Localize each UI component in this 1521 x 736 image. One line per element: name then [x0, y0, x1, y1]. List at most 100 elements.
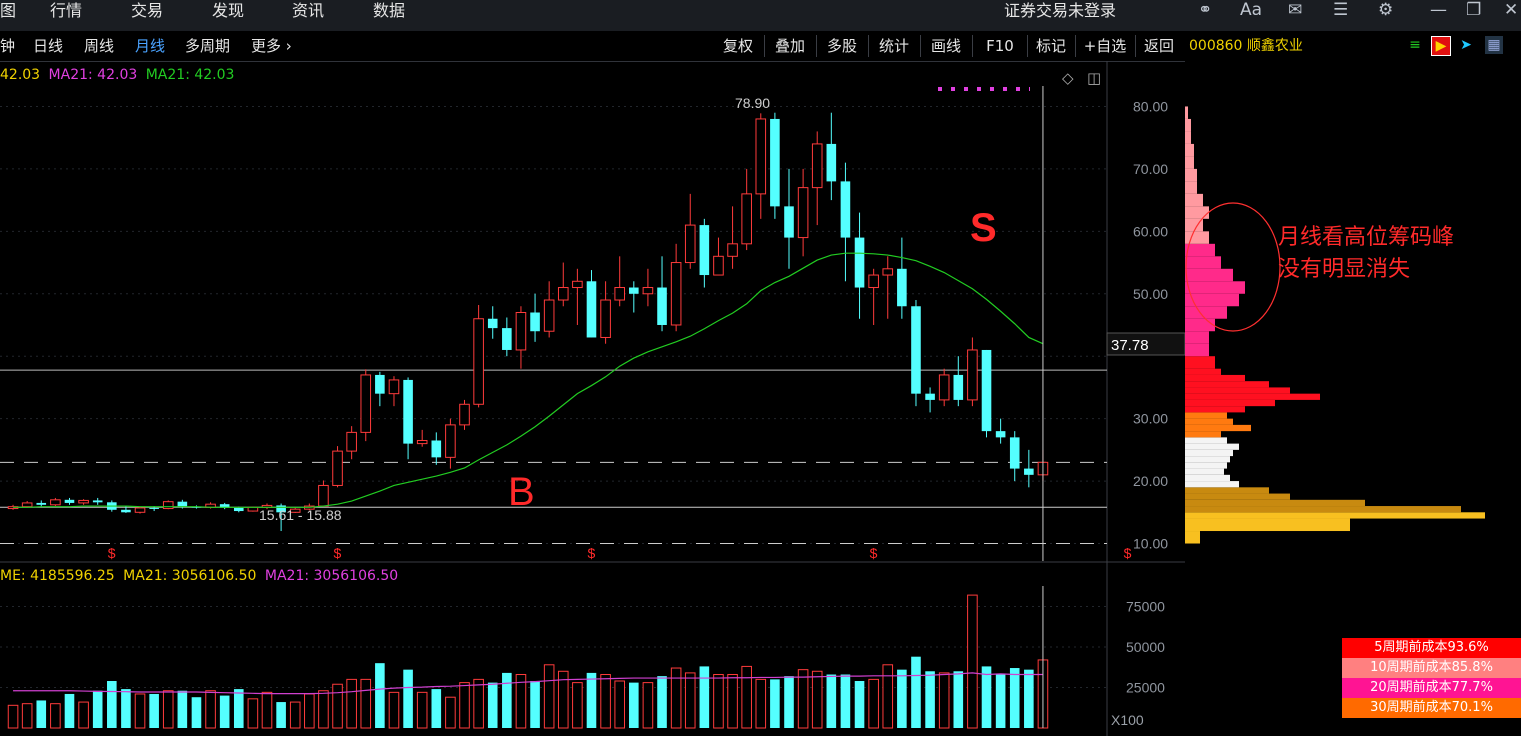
chip-band: [1185, 462, 1227, 469]
candle-down: [840, 181, 851, 238]
stock-name: 顺鑫农业: [1246, 38, 1303, 54]
grid-icon[interactable]: ▦: [1485, 36, 1503, 54]
restore-icon[interactable]: ❐: [1466, 0, 1482, 20]
volume-bar-down: [375, 663, 385, 728]
tab-multi-period[interactable]: 多周期: [185, 37, 231, 55]
candle-down: [431, 440, 442, 458]
volume-bar-up: [445, 696, 456, 729]
price-tick-label: 20.00: [1133, 473, 1168, 489]
arrow-icon[interactable]: ➤: [1460, 37, 1472, 53]
nav-item-data[interactable]: 数据: [373, 1, 406, 20]
chip-band: [1185, 231, 1209, 244]
headset-icon[interactable]: ⚭: [1198, 0, 1213, 20]
volume-tick-label: 50000: [1126, 639, 1165, 655]
play-icon[interactable]: ▶: [1431, 36, 1451, 56]
volume-bar-up: [811, 670, 823, 729]
nav-item-trade[interactable]: 交易: [131, 1, 164, 20]
chip-distribution: [1185, 106, 1485, 544]
signal-marker: $: [1124, 545, 1132, 561]
candle-down: [403, 379, 413, 444]
login-status[interactable]: 证券交易未登录: [1004, 1, 1117, 20]
tab-daily[interactable]: 日线: [33, 37, 64, 55]
menu-icon[interactable]: ☰: [1333, 0, 1349, 20]
candle-down: [92, 500, 103, 503]
candle-up: [938, 374, 950, 401]
tool-draw-line[interactable]: 画线: [930, 37, 961, 55]
volume-tick-label: 75000: [1126, 598, 1165, 614]
nav-item-news[interactable]: 资讯: [292, 1, 325, 20]
candle-up: [811, 143, 823, 189]
divider: [920, 35, 921, 57]
candle-up: [416, 439, 428, 445]
candle-down: [177, 501, 188, 507]
close-icon[interactable]: ✕: [1504, 0, 1519, 20]
candle-up: [445, 424, 456, 458]
chart-control-icons: ◇ ◫: [938, 69, 1101, 91]
volume-bar-up: [642, 682, 654, 729]
volume-bar-down: [403, 669, 413, 728]
tab-monthly[interactable]: 月线: [135, 37, 166, 55]
mail-icon[interactable]: ✉: [1288, 0, 1303, 20]
candle-down: [699, 225, 710, 276]
volume-bar-up: [755, 678, 767, 729]
candle-up: [360, 374, 372, 433]
volume-bar-down: [233, 689, 244, 728]
candle-up: [741, 193, 752, 245]
tool-statistics[interactable]: 统计: [878, 37, 909, 55]
tab-minute[interactable]: 钟: [0, 37, 16, 55]
chart-annotations: 78.90 15.61 - 15.88 B S 37.78 X100: [259, 95, 1185, 728]
low-label: 15.61 - 15.88: [259, 507, 342, 523]
nav-item-chart[interactable]: 图: [0, 1, 17, 20]
volume-bar-up: [473, 678, 484, 729]
volume-bar-down: [530, 681, 540, 728]
gear-icon[interactable]: ⚙: [1378, 0, 1394, 20]
volume-bar-down: [784, 676, 794, 728]
nav-item-market[interactable]: 行情: [50, 1, 83, 20]
signal-marker: $: [108, 545, 116, 561]
divider: [868, 35, 869, 57]
tool-back[interactable]: 返回: [1143, 37, 1174, 55]
candle-up: [868, 274, 879, 289]
nav-item-discover[interactable]: 发现: [212, 1, 245, 20]
divider: [1135, 35, 1136, 57]
candle-down: [657, 287, 667, 325]
candle-down: [586, 281, 597, 338]
volume-bar-down: [586, 672, 597, 728]
volume-bar-down: [840, 674, 851, 728]
volume-bar-up: [388, 691, 400, 729]
volume-bar-down: [826, 674, 837, 728]
volume-unit-label: X100: [1111, 712, 1144, 728]
candle-up: [515, 312, 527, 351]
tool-overlay[interactable]: 叠加: [774, 37, 805, 55]
signal-marker: $: [870, 545, 878, 561]
candle-down: [149, 507, 159, 509]
tool-f10[interactable]: F10: [986, 37, 1014, 55]
minimize-icon[interactable]: —: [1430, 0, 1447, 20]
chip-band: [1185, 318, 1215, 332]
candle-up: [614, 287, 625, 301]
candlesticks: [7, 112, 1049, 532]
font-size-icon[interactable]: Aa: [1240, 0, 1263, 20]
price-tag-box: [1106, 332, 1185, 356]
tool-add-watchlist[interactable]: +自选: [1083, 37, 1127, 55]
stock-title[interactable]: 000860 顺鑫农业: [1189, 35, 1303, 55]
tool-mark[interactable]: 标记: [1035, 37, 1066, 55]
candle-down: [953, 374, 964, 400]
divider: [972, 35, 973, 57]
bars-icon[interactable]: ≡: [1409, 37, 1421, 53]
divider: [1027, 35, 1028, 57]
candle-down: [276, 505, 286, 513]
volume-bar-down: [276, 702, 286, 728]
chip-band: [1185, 143, 1194, 157]
tool-adjust[interactable]: 复权: [722, 37, 753, 55]
candle-up: [797, 187, 809, 239]
volume-bar-down: [1024, 669, 1034, 728]
volume-bar-up: [868, 678, 879, 729]
tool-multi-stock[interactable]: 多股: [826, 37, 857, 55]
tab-weekly[interactable]: 周线: [84, 37, 115, 55]
tab-more[interactable]: 更多 ›: [251, 37, 292, 55]
divider: [764, 35, 765, 57]
sell-marker: S: [970, 206, 997, 250]
price-tick-label: 80.00: [1133, 98, 1168, 114]
